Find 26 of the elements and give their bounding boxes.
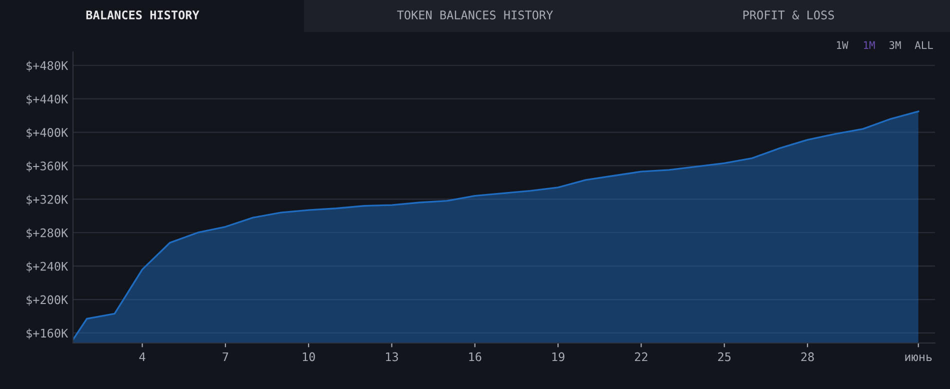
text: ALL: [914, 41, 933, 49]
y-tick-label: $+400K: [26, 128, 68, 139]
chart-title: BALANCES HISTORY: [86, 10, 200, 20]
x-tick-label: 16: [469, 352, 482, 362]
y-tick-label: $+320K: [26, 194, 68, 206]
x-tick-label: июнь: [905, 354, 932, 362]
x-tick-label: 4: [139, 352, 146, 362]
x-tick-label: 13: [386, 352, 398, 362]
x-tick-label: 10: [302, 352, 315, 362]
text: PROFIT & LOSS: [743, 10, 834, 20]
y-tick-label: $+360K: [26, 161, 68, 172]
text: 3M: [889, 41, 901, 50]
text: TOKEN BALANCES HISTORY: [397, 10, 553, 20]
x-tick-label: 19: [552, 352, 564, 362]
y-tick-label: $+280K: [26, 228, 68, 239]
x-tick-label: 22: [634, 352, 648, 362]
text: 1W: [836, 41, 848, 49]
x-tick-label: 7: [222, 352, 228, 362]
y-tick-label: $+240K: [26, 262, 68, 272]
y-tick-label: $+480K: [26, 60, 68, 72]
y-tick-label: $+200K: [26, 295, 68, 306]
x-tick-label: 25: [718, 352, 731, 362]
y-tick-label: $+440K: [26, 94, 68, 106]
text: 1M: [864, 41, 875, 49]
y-tick-label: $+160K: [26, 328, 68, 340]
x-tick-label: 28: [801, 352, 814, 362]
